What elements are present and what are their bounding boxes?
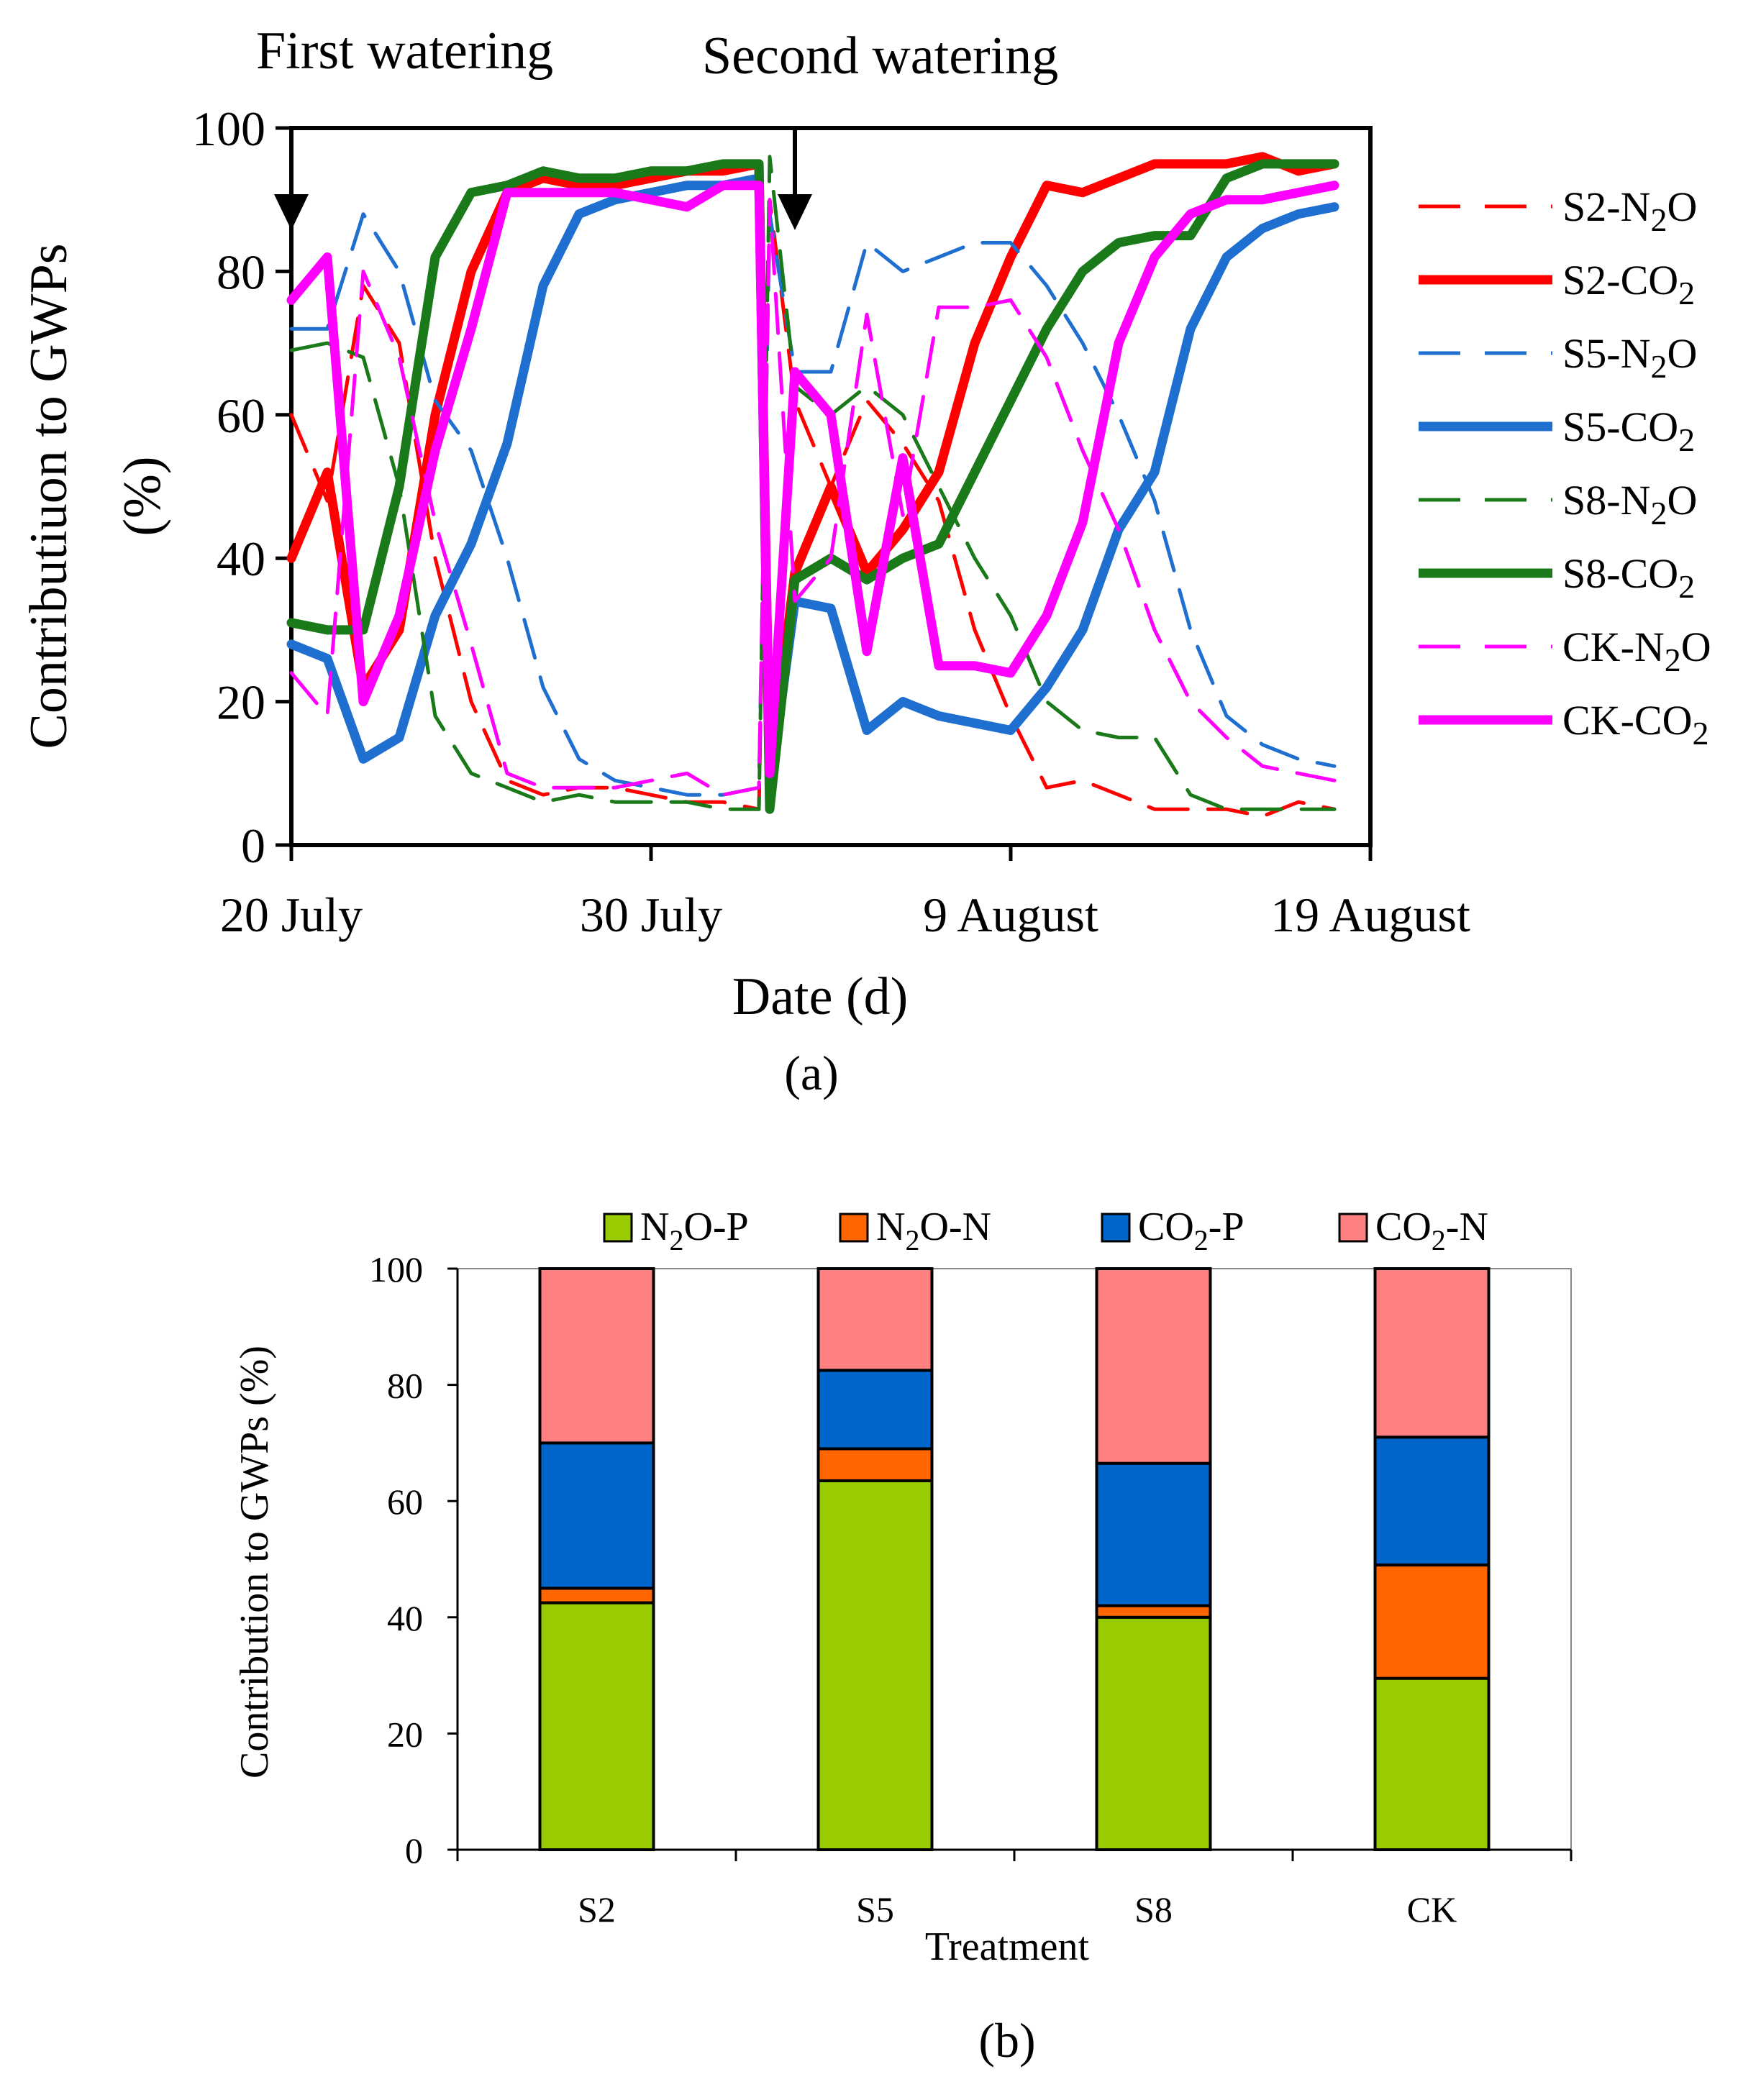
bar-x-tick-labels: S2 S5 S8 CK — [578, 1889, 1457, 1930]
bar-legend-label-N2O-P: N2O-P — [640, 1205, 749, 1256]
line-chart-series — [286, 152, 1339, 818]
bar-y-tick-label: 0 — [405, 1830, 423, 1871]
bar-y-tick-label: 40 — [387, 1598, 423, 1638]
series-line-S8-CO2 — [286, 159, 1339, 814]
series-line-S5-CO2 — [286, 173, 1339, 793]
bar-category-label-S2: S2 — [578, 1889, 616, 1930]
x-tick-label: 30 July — [580, 887, 722, 942]
y-tick-labels: 0 20 40 60 80 100 — [192, 101, 265, 873]
x-tick-label: 19 August — [1270, 887, 1470, 942]
x-axis-label: Date (d) — [732, 967, 908, 1026]
bar-category-label-CK: CK — [1407, 1889, 1457, 1930]
bar-segment-S5-CO2-N — [816, 1267, 934, 1372]
plot-frame — [289, 126, 1373, 847]
y-axis-label-line1: Contributiuon to GWPs — [19, 243, 78, 749]
bar-chart-axes — [447, 1267, 1573, 1861]
bar-segment-CK-CO2-N — [1373, 1267, 1491, 1439]
bar-chart-bars — [538, 1267, 1491, 1852]
bar-segment-CK-N2O-N — [1373, 1563, 1491, 1680]
bar-segment-S5-CO2-P — [816, 1369, 934, 1451]
series-line-S5-N2O — [289, 212, 1337, 797]
bar-legend-label-CO2-N: CO2-N — [1375, 1205, 1488, 1256]
line-chart-panel: First watering Second watering 0 20 40 60 80… — [19, 22, 1711, 1100]
x-tick-labels: 20 July 30 July 9 August 19 August — [220, 887, 1470, 942]
legend-label-CK-N2O: CK-N2O — [1562, 624, 1711, 678]
series-line-CK-N2O — [289, 198, 1337, 797]
bar-segment-S2-CO2-N — [538, 1267, 655, 1445]
y-tick-label: 60 — [217, 388, 265, 443]
watering-arrows — [274, 128, 812, 230]
bar-segment-S2-N2O-N — [538, 1587, 655, 1604]
bar-segment-S8-CO2-P — [1095, 1461, 1212, 1607]
bar-segment-S2-CO2-P — [538, 1441, 655, 1590]
bar-y-tick-label: 80 — [387, 1366, 423, 1406]
y-tick-label: 20 — [217, 675, 265, 730]
bar-chart-legend: N2O-P N2O-N CO2-P CO2-N — [603, 1205, 1488, 1256]
series-line-CK-CO2 — [286, 181, 1339, 778]
bar-y-tick-labels: 0 20 40 60 80 100 — [369, 1249, 423, 1871]
legend-label-S2-N2O: S2-N2O — [1562, 183, 1697, 238]
bar-legend-label-CO2-P: CO2-P — [1138, 1205, 1244, 1256]
bar-legend-swatch-CO2-N — [1338, 1213, 1368, 1243]
bar-segment-S8-CO2-N — [1095, 1267, 1212, 1465]
legend-label-CK-CO2: CK-CO2 — [1562, 697, 1708, 752]
caption-b: (b) — [978, 2013, 1035, 2068]
series-line-S8-N2O — [289, 155, 1337, 811]
annotation-first-watering: First watering — [256, 22, 553, 81]
bar-segment-S2-N2O-P — [538, 1601, 655, 1852]
y-axis-label-line2: (%) — [113, 457, 172, 537]
legend-label-S2-CO2: S2-CO2 — [1562, 257, 1695, 311]
x-tick-label: 9 August — [923, 887, 1098, 942]
bar-y-tick-label: 20 — [387, 1714, 423, 1754]
bar-category-label-S8: S8 — [1134, 1889, 1173, 1930]
bar-category-label-S5: S5 — [856, 1889, 894, 1930]
watering-arrow-head — [274, 194, 309, 230]
bar-legend-label-N2O-N: N2O-N — [876, 1205, 991, 1256]
bar-legend-swatch-N2O-N — [839, 1213, 869, 1243]
bar-segment-CK-CO2-P — [1373, 1435, 1491, 1567]
bar-legend-swatch-N2O-P — [603, 1213, 633, 1243]
legend-label-S8-N2O: S8-N2O — [1562, 477, 1697, 531]
bar-segment-S5-N2O-N — [816, 1447, 934, 1482]
bar-segment-S8-N2O-N — [1095, 1604, 1212, 1619]
bar-x-axis-label: Treatment — [925, 1925, 1090, 1969]
bar-y-axis-label: Contribution to GWPs (%) — [232, 1346, 277, 1779]
y-tick-label: 80 — [217, 245, 265, 299]
bar-legend-swatch-CO2-P — [1101, 1213, 1131, 1243]
legend-label-S5-N2O: S5-N2O — [1562, 330, 1697, 385]
legend-label-S5-CO2: S5-CO2 — [1562, 403, 1695, 458]
bar-segment-S5-N2O-P — [816, 1479, 934, 1851]
bar-y-tick-label: 60 — [387, 1482, 423, 1522]
y-tick-label: 100 — [192, 101, 265, 156]
annotation-second-watering: Second watering — [702, 27, 1058, 86]
series-line-S2-CO2 — [286, 152, 1339, 778]
bar-segment-CK-N2O-P — [1373, 1676, 1491, 1852]
bar-segment-S8-N2O-P — [1095, 1615, 1212, 1852]
line-chart-legend: S2-N2O S2-CO2 S5-N2O S5-CO2 S8-N2O S8-CO2 CK-N… — [1419, 183, 1711, 752]
x-tick-label: 20 July — [220, 887, 363, 942]
watering-arrow-head — [778, 194, 812, 230]
legend-label-S8-CO2: S8-CO2 — [1562, 550, 1695, 605]
series-line-S2-N2O — [289, 198, 1337, 818]
y-axis-label: Contributiuon to GWPs (%) — [19, 243, 172, 749]
y-tick-label: 0 — [241, 818, 265, 873]
bar-chart-panel: 0 20 40 60 80 100 S2 S5 S8 CK N2O-P N2O-N CO2-P CO2… — [232, 1205, 1573, 2068]
line-chart-axes — [276, 126, 1373, 861]
bar-y-tick-label: 100 — [369, 1249, 423, 1289]
caption-a: (a) — [784, 1046, 838, 1100]
y-tick-label: 40 — [217, 531, 265, 586]
